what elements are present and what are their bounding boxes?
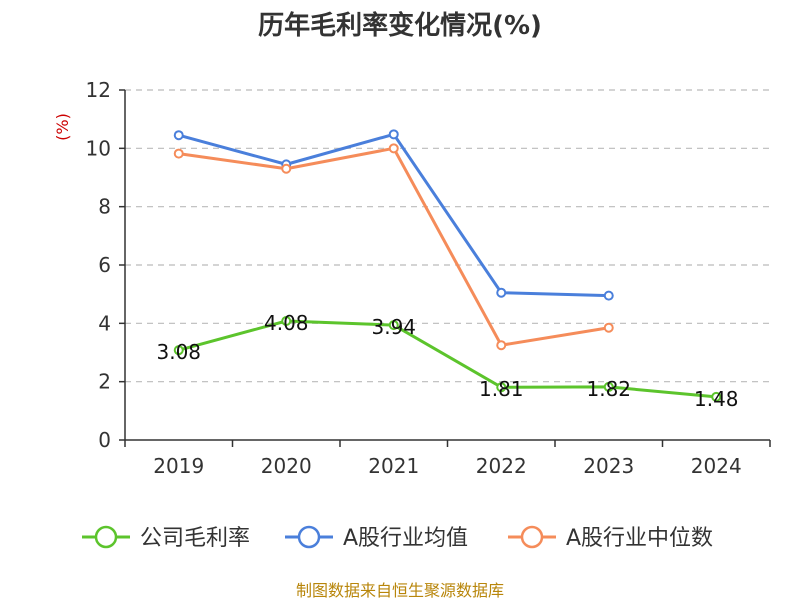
x-tick-label: 2020 [261,454,312,478]
series-point-2 [603,322,614,333]
data-label: 1.81 [479,377,524,401]
x-tick-label: 2019 [153,454,204,478]
y-tick-label: 0 [98,428,111,452]
legend-label: A股行业均值 [343,526,468,551]
data-label: 1.48 [694,387,739,411]
y-axis-ticks: 0 2 4 6 8 10 12 [86,78,125,452]
series-point-2 [388,143,399,154]
x-tick-label: 2024 [691,454,742,478]
series-point-0 [173,345,184,356]
y-tick-label: 12 [86,78,111,102]
series-point-2 [173,148,184,159]
legend: 公司毛利率 A股行业均值 A股行业中位数 [82,525,713,551]
y-tick-label: 2 [98,370,111,394]
legend-item-2[interactable]: A股行业中位数 [508,525,713,551]
x-tick-label: 2023 [583,454,634,478]
series-point-0 [388,320,399,331]
y-tick-label: 6 [98,253,111,277]
series-point-1 [173,130,184,141]
source-note: 制图数据来自恒生聚源数据库 [296,581,504,600]
series-point-0 [711,391,722,402]
legend-item-0[interactable]: 公司毛利率 [82,525,250,551]
data-label: 3.08 [156,340,201,364]
y-axis-label: (%) [53,113,72,141]
series-point-0 [496,382,507,393]
series-point-2 [281,163,292,174]
series-point-2 [496,340,507,351]
data-labels: 3.08 4.08 3.94 1.81 1.82 1.48 [156,311,738,411]
chart-title: 历年毛利率变化情况(%) [258,10,542,41]
data-label: 1.82 [586,377,631,401]
grid-lines [125,89,770,383]
legend-label: A股行业中位数 [566,526,713,551]
series-line-0 [178,319,717,399]
series-point-1 [496,287,507,298]
legend-label: 公司毛利率 [140,526,250,551]
legend-item-1[interactable]: A股行业均值 [285,525,468,551]
series-group [173,129,722,402]
x-axis-ticks: 2019 2020 2021 2022 2023 2024 [124,440,771,478]
y-tick-label: 8 [98,195,111,219]
legend-marker [520,525,544,549]
series-line-1 [178,132,609,298]
series-point-0 [281,316,292,326]
series-point-0 [603,381,614,392]
y-tick-label: 4 [98,311,111,335]
data-label: 4.08 [264,311,309,335]
series-point-1 [388,129,399,140]
x-tick-label: 2021 [368,454,419,478]
data-label: 3.94 [371,315,416,339]
x-tick-label: 2022 [476,454,527,478]
y-tick-label: 10 [86,136,111,160]
legend-marker [297,525,321,549]
legend-marker [94,525,118,549]
series-point-1 [603,290,614,301]
